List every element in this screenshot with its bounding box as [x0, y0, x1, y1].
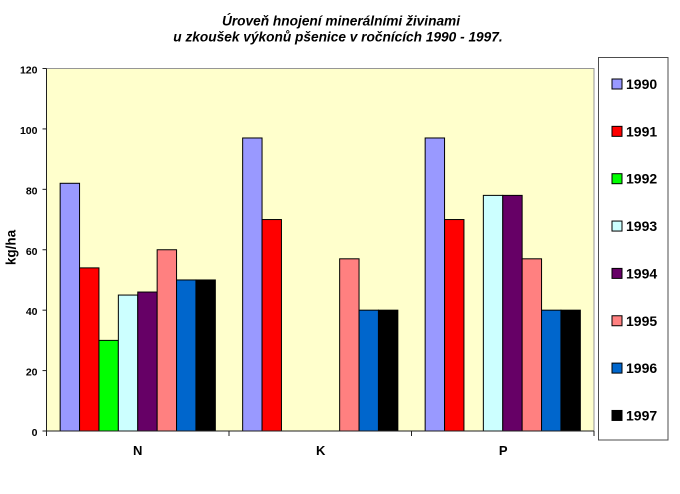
svg-text:1993: 1993 — [626, 218, 657, 234]
svg-text:1995: 1995 — [626, 313, 657, 329]
svg-text:100: 100 — [20, 125, 38, 137]
svg-text:60: 60 — [26, 246, 38, 258]
svg-text:0: 0 — [32, 427, 38, 439]
svg-text:u zkoušek výkonů pšenice v roč: u zkoušek výkonů pšenice v ročnících 199… — [173, 29, 502, 44]
svg-text:1996: 1996 — [626, 360, 657, 376]
svg-text:120: 120 — [20, 65, 38, 77]
svg-text:80: 80 — [26, 185, 38, 197]
svg-text:1990: 1990 — [626, 76, 657, 92]
svg-text:40: 40 — [26, 306, 38, 318]
svg-text:kg/ha: kg/ha — [4, 229, 19, 265]
svg-text:1991: 1991 — [626, 123, 657, 139]
svg-text:Úroveň hnojení minerálními živ: Úroveň hnojení minerálními živinami — [222, 13, 461, 28]
svg-text:1994: 1994 — [626, 265, 657, 281]
svg-text:1992: 1992 — [626, 171, 657, 187]
svg-text:20: 20 — [26, 367, 38, 379]
svg-text:P: P — [499, 443, 508, 458]
svg-text:N: N — [133, 443, 142, 458]
svg-text:1997: 1997 — [626, 407, 657, 423]
svg-text:K: K — [316, 443, 326, 458]
